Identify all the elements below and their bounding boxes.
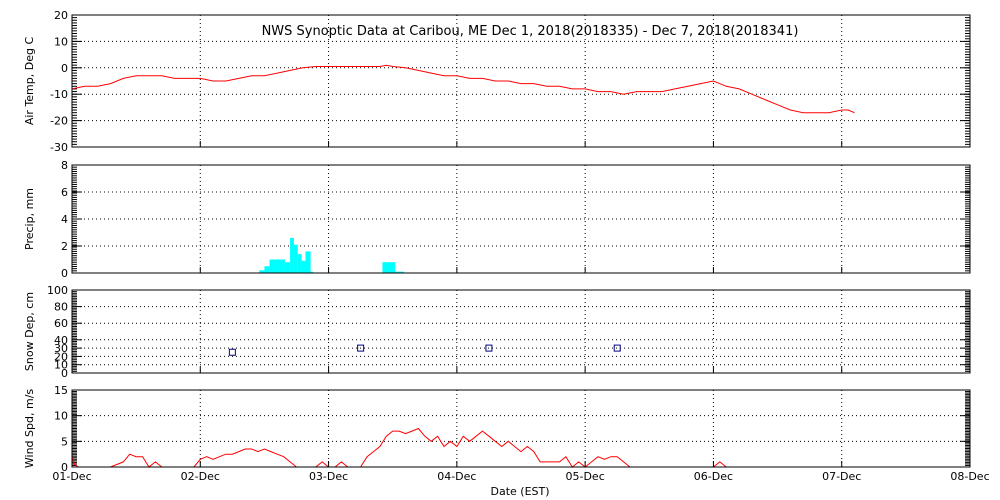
y-axis-label: Air Temp, Deg C [23, 37, 36, 126]
precip-bar [382, 262, 396, 273]
x-tick-label: 07-Dec [822, 470, 861, 483]
y-axis-label: Precip, mm [23, 188, 36, 250]
y-tick-label: 8 [61, 159, 68, 172]
y-tick-label: 60 [54, 317, 68, 330]
y-axis-label: Snow Dep, cm [23, 292, 36, 371]
x-tick-label: 08-Dec [950, 470, 989, 483]
x-tick-label: 01-Dec [52, 470, 91, 483]
y-tick-label: 80 [54, 301, 68, 314]
precip-bar [310, 271, 314, 273]
precip-bar [293, 244, 298, 273]
precip-panel: 0 2 4 6 8 Precip, mm [23, 159, 971, 280]
precip-bar [259, 270, 265, 273]
y-tick-label: 5 [61, 435, 68, 448]
y-tick-label: 100 [47, 284, 68, 297]
y-tick-label: 15 [54, 384, 68, 397]
precip-bar [290, 237, 294, 273]
temp-series-line [71, 64, 855, 114]
y-axis-label: Wind Spd, m/s [23, 389, 36, 469]
y-tick-label: 2 [61, 240, 68, 253]
x-tick-label: 04-Dec [437, 470, 476, 483]
y-tick-label: 10 [54, 410, 68, 423]
y-tick-label: 10 [54, 35, 68, 48]
x-tick-label: 05-Dec [566, 470, 605, 483]
snow-depth-point [228, 348, 236, 356]
snow-depth-point [357, 344, 365, 352]
y-tick-label: 4 [61, 213, 68, 226]
y-tick-label: 10 [54, 359, 68, 372]
y-tick-label: 0 [61, 367, 68, 380]
precip-bar [305, 251, 311, 273]
y-tick-label: 30 [54, 342, 68, 355]
y-tick-label: 40 [54, 334, 68, 347]
precip-bar [301, 260, 306, 273]
y-tick-label: 6 [61, 186, 68, 199]
y-tick-label: 20 [54, 9, 68, 22]
precip-frame [71, 164, 971, 274]
temp-panel: -30 -20 -10 0 10 20 Air Temp, Deg C [23, 9, 971, 154]
snow-depth-point [485, 344, 493, 352]
wind-frame [71, 389, 971, 468]
precip-bar [284, 262, 291, 273]
y-tick-label: -10 [50, 88, 68, 101]
temp-frame [71, 14, 971, 148]
precip-bar [264, 266, 270, 273]
precip-bar [395, 271, 405, 273]
precip-bar [297, 254, 302, 273]
x-tick-labels: 01-Dec 02-Dec 03-Dec 04-Dec 05-Dec 06-Dec 07-D… [52, 141, 990, 483]
y-tick-label: 0 [61, 267, 68, 280]
snow-frame [71, 289, 971, 374]
chart-title: NWS Synoptic Data at Caribou, ME Dec 1, … [262, 24, 799, 39]
x-tick-label: 02-Dec [181, 470, 220, 483]
y-tick-label: 0 [61, 461, 68, 474]
snow-depth-point [613, 344, 621, 352]
x-axis-label: Date (EST) [490, 485, 549, 498]
y-tick-label: -20 [50, 115, 68, 128]
precip-bar [269, 259, 285, 273]
x-tick-label: 03-Dec [309, 470, 348, 483]
x-tick-label: 06-Dec [694, 470, 733, 483]
y-tick-label: 0 [61, 62, 68, 75]
y-tick-label: -30 [50, 141, 68, 154]
y-tick-label: 20 [54, 350, 68, 363]
wind-series-line [71, 427, 727, 468]
wind-panel: 0 5 10 15 Wind Spd, m/s [23, 384, 971, 474]
